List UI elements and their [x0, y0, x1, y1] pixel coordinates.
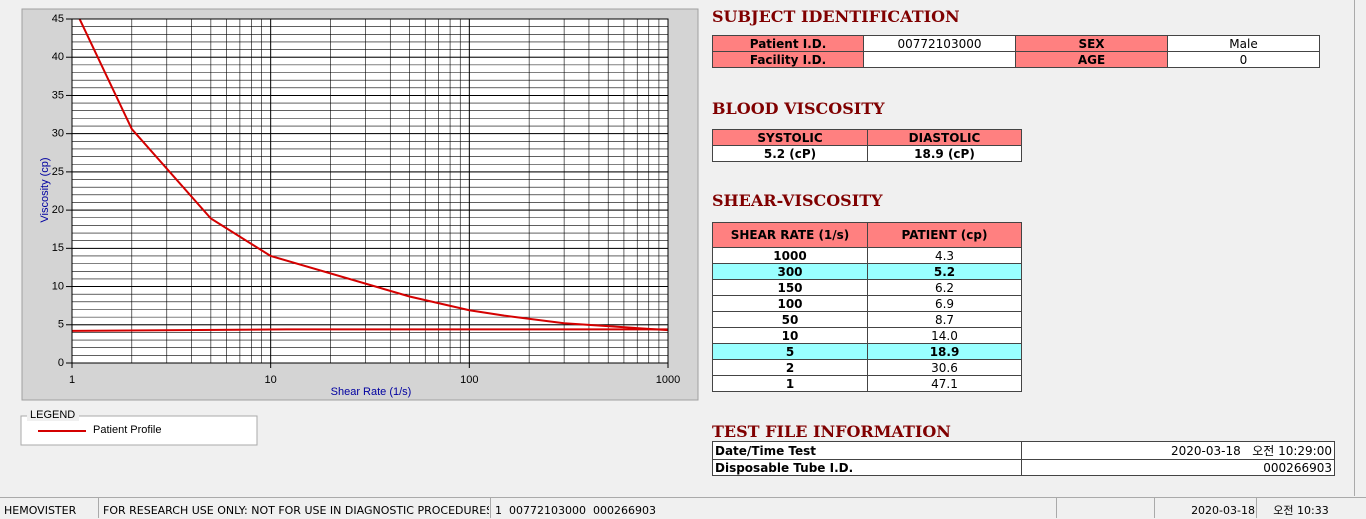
status-bar: HEMOVISTER FOR RESEARCH USE ONLY: NOT FO…	[0, 497, 1366, 519]
value: 000266903	[1021, 459, 1335, 476]
blood-table: SYSTOLIC DIASTOLIC 5.2 (cP) 18.9 (cP)	[712, 129, 1022, 162]
cell: 8.7	[867, 311, 1022, 328]
chart: Shear Rate (1/s) Viscosity (cp) LEGEND P…	[20, 8, 699, 446]
divider	[1354, 0, 1355, 496]
header: SYSTOLIC	[712, 129, 868, 146]
cell: 300	[712, 263, 868, 280]
y-tick-label: 35	[52, 89, 64, 101]
x-axis-title: Shear Rate (1/s)	[331, 386, 412, 398]
header: DIASTOLIC	[867, 129, 1022, 146]
cell: 1	[712, 375, 868, 392]
row: 300 5.2	[712, 263, 1022, 280]
legend-title-bg	[27, 409, 79, 421]
cell: 47.1	[867, 375, 1022, 392]
value: 0	[1167, 51, 1320, 68]
cell: 6.9	[867, 295, 1022, 312]
value: 00772103000	[863, 35, 1016, 52]
section-title: TEST FILE INFORMATION	[712, 422, 951, 441]
label: SEX	[1015, 35, 1168, 52]
cell: 14.0	[867, 327, 1022, 344]
plot-area	[72, 19, 668, 363]
label: AGE	[1015, 51, 1168, 68]
header: SHEAR RATE (1/s)	[712, 222, 868, 248]
status-cell: 오전 10:33	[1256, 498, 1341, 518]
value: 18.9 (cP)	[867, 145, 1022, 162]
cell: 10	[712, 327, 868, 344]
row: 5 18.9	[712, 343, 1022, 360]
label: Date/Time Test	[712, 441, 1022, 460]
subject-table: Patient I.D. 00772103000 SEX Male Facility …	[712, 35, 1320, 68]
test-file-table: Date/Time Test 2020-03-18 오전 10:29:00 Dis…	[712, 441, 1335, 476]
x-tick-label: 1000	[656, 374, 680, 386]
cell: 50	[712, 311, 868, 328]
row: 2 30.6	[712, 359, 1022, 376]
cell: 5	[712, 343, 868, 360]
cell: 30.6	[867, 359, 1022, 376]
section-title: SUBJECT IDENTIFICATION	[712, 7, 960, 26]
legend-title: LEGEND	[30, 409, 75, 421]
y-tick-label: 0	[58, 357, 64, 369]
cell: 5.2	[867, 263, 1022, 280]
status-cell: HEMOVISTER	[4, 504, 77, 517]
row: 1 47.1	[712, 375, 1022, 392]
section-title: BLOOD VISCOSITY	[712, 99, 885, 118]
value	[863, 51, 1016, 68]
shear-table: SHEAR RATE (1/s) PATIENT (cp) 1000 4.3 300 5…	[712, 222, 1022, 392]
cell: 6.2	[867, 279, 1022, 296]
status-cell: FOR RESEARCH USE ONLY: NOT FOR USE IN DI…	[98, 498, 489, 518]
cell: 1000	[712, 247, 868, 264]
x-tick-label: 1	[69, 374, 75, 386]
y-tick-label: 5	[58, 319, 64, 331]
header: PATIENT (cp)	[867, 222, 1022, 248]
x-tick-label: 100	[460, 374, 478, 386]
y-axis-title: Viscosity (cp)	[39, 157, 51, 222]
data-line	[78, 19, 668, 332]
plot-border	[71, 18, 669, 364]
row: 50 8.7	[712, 311, 1022, 328]
y-tick-label: 25	[52, 166, 64, 178]
legend-label: Patient Profile	[93, 424, 161, 436]
value: 5.2 (cP)	[712, 145, 868, 162]
cell: 150	[712, 279, 868, 296]
x-tick-label: 10	[265, 374, 277, 386]
y-tick-label: 45	[52, 13, 64, 25]
status-cell	[1056, 498, 1153, 518]
status-cell: 2020-03-18	[1154, 498, 1259, 518]
data-line	[72, 328, 668, 332]
value: Male	[1167, 35, 1320, 52]
row: 10 14.0	[712, 327, 1022, 344]
y-tick-label: 40	[52, 51, 64, 63]
section-title: SHEAR-VISCOSITY	[712, 191, 883, 210]
label: Patient I.D.	[712, 35, 864, 52]
label: Facility I.D.	[712, 51, 864, 68]
cell: 2	[712, 359, 868, 376]
cell: 100	[712, 295, 868, 312]
status-cell: 1 00772103000 000266903	[490, 498, 1055, 518]
row: 150 6.2	[712, 279, 1022, 296]
row: 1000 4.3	[712, 247, 1022, 264]
value: 2020-03-18 오전 10:29:00	[1021, 441, 1335, 460]
y-tick-label: 30	[52, 128, 64, 140]
cell: 18.9	[867, 343, 1022, 360]
label: Disposable Tube I.D.	[712, 459, 1022, 476]
y-tick-label: 10	[52, 280, 64, 292]
cell: 4.3	[867, 247, 1022, 264]
y-tick-label: 15	[52, 242, 64, 254]
row: 100 6.9	[712, 295, 1022, 312]
y-tick-label: 20	[52, 204, 64, 216]
